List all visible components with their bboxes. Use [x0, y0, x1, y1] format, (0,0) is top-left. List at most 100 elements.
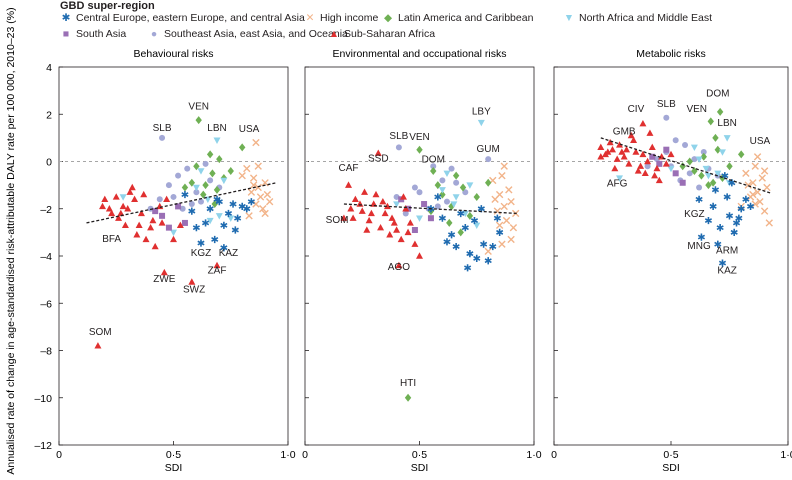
panel-title: Metabolic risks [636, 48, 705, 60]
y-tick-label: 4 [46, 62, 52, 74]
data-point [261, 209, 269, 218]
data-point [457, 209, 465, 218]
data-point [383, 202, 391, 210]
data-point [639, 150, 647, 158]
data-point [651, 171, 659, 179]
data-point [702, 165, 710, 173]
data-point [452, 242, 460, 251]
data-point [712, 133, 719, 142]
country-label: SLB [657, 99, 676, 110]
country-label: SOM [89, 327, 112, 338]
data-point [656, 160, 663, 167]
legend-label: South Asia [76, 28, 127, 40]
panel-title: Behavioural risks [134, 48, 214, 60]
data-point [99, 202, 107, 210]
data-point [485, 178, 492, 187]
data-point [457, 228, 464, 237]
data-point [625, 160, 633, 167]
data-point [126, 188, 134, 195]
data-point [760, 207, 769, 215]
data-point [390, 219, 398, 226]
data-point [159, 212, 166, 219]
country-label: VEN [686, 104, 707, 115]
country-label: USA [239, 124, 260, 135]
data-point [206, 217, 214, 225]
y-tick-label: –12 [34, 440, 52, 452]
data-point [133, 231, 141, 238]
data-point [630, 136, 638, 143]
data-point [347, 205, 355, 212]
x-axis-label: SDI [411, 462, 429, 474]
data-point [496, 228, 504, 236]
data-point [466, 250, 474, 258]
data-point [737, 205, 745, 213]
data-point [700, 149, 707, 156]
country-label: LBY [472, 106, 491, 117]
data-point [374, 149, 382, 156]
data-point [238, 202, 246, 210]
data-point [450, 201, 458, 208]
data-point [193, 162, 200, 171]
data-point [730, 228, 738, 236]
data-point [718, 149, 726, 156]
data-point [206, 150, 214, 159]
data-point [448, 165, 455, 172]
data-point [206, 205, 214, 213]
legend-item-ceeca: ✱ Central Europe, eastern Europe, and cen… [60, 12, 305, 24]
data-point [393, 193, 400, 200]
data-point [361, 188, 369, 195]
data-point [498, 240, 506, 248]
data-point [438, 214, 446, 222]
data-point [163, 195, 171, 202]
data-point [655, 176, 663, 184]
data-point [663, 114, 670, 121]
data-point [718, 259, 727, 267]
data-point [197, 198, 204, 205]
country-label: DOM [422, 155, 445, 166]
data-point [193, 189, 200, 196]
data-point [158, 219, 166, 226]
diamond-icon: ◆ [383, 12, 393, 24]
data-point [597, 153, 605, 160]
data-point [632, 148, 640, 155]
country-label: LBN [207, 123, 226, 134]
data-point [227, 166, 234, 175]
data-point [388, 214, 396, 221]
data-point [416, 252, 423, 259]
data-point [94, 342, 102, 349]
x-tick-label: 0·5 [412, 449, 427, 461]
y-tick-label: –6 [40, 298, 52, 310]
data-point [500, 162, 508, 170]
country-label: AGO [388, 262, 410, 273]
data-point [725, 212, 734, 220]
legend-label: Latin America and Caribbean [398, 12, 534, 24]
data-point [493, 207, 502, 215]
data-point [416, 189, 423, 196]
data-point [738, 150, 745, 159]
data-point [245, 212, 253, 220]
data-point [231, 226, 239, 234]
data-point [714, 240, 722, 248]
panel-1: 0 0·5 1·0 SDI Behavioural risks VEN SLB LBN USA B… [56, 48, 296, 474]
country-label: SSD [368, 154, 389, 165]
data-point [188, 201, 195, 208]
data-point [165, 182, 172, 189]
data-point [477, 119, 485, 127]
data-point [105, 205, 113, 212]
data-point [101, 195, 109, 202]
data-point [758, 174, 766, 182]
data-point [507, 235, 515, 244]
country-label: LBN [717, 118, 736, 129]
country-label: KAZ [717, 266, 736, 277]
country-label: CIV [628, 104, 645, 115]
data-point [137, 209, 145, 217]
data-point [234, 214, 242, 222]
data-point [466, 182, 474, 189]
data-point [152, 208, 159, 215]
data-point [243, 205, 251, 213]
data-point [345, 181, 353, 188]
data-point [616, 175, 624, 182]
data-point [195, 116, 202, 125]
country-label: ZAF [208, 266, 227, 277]
data-point [358, 207, 366, 214]
